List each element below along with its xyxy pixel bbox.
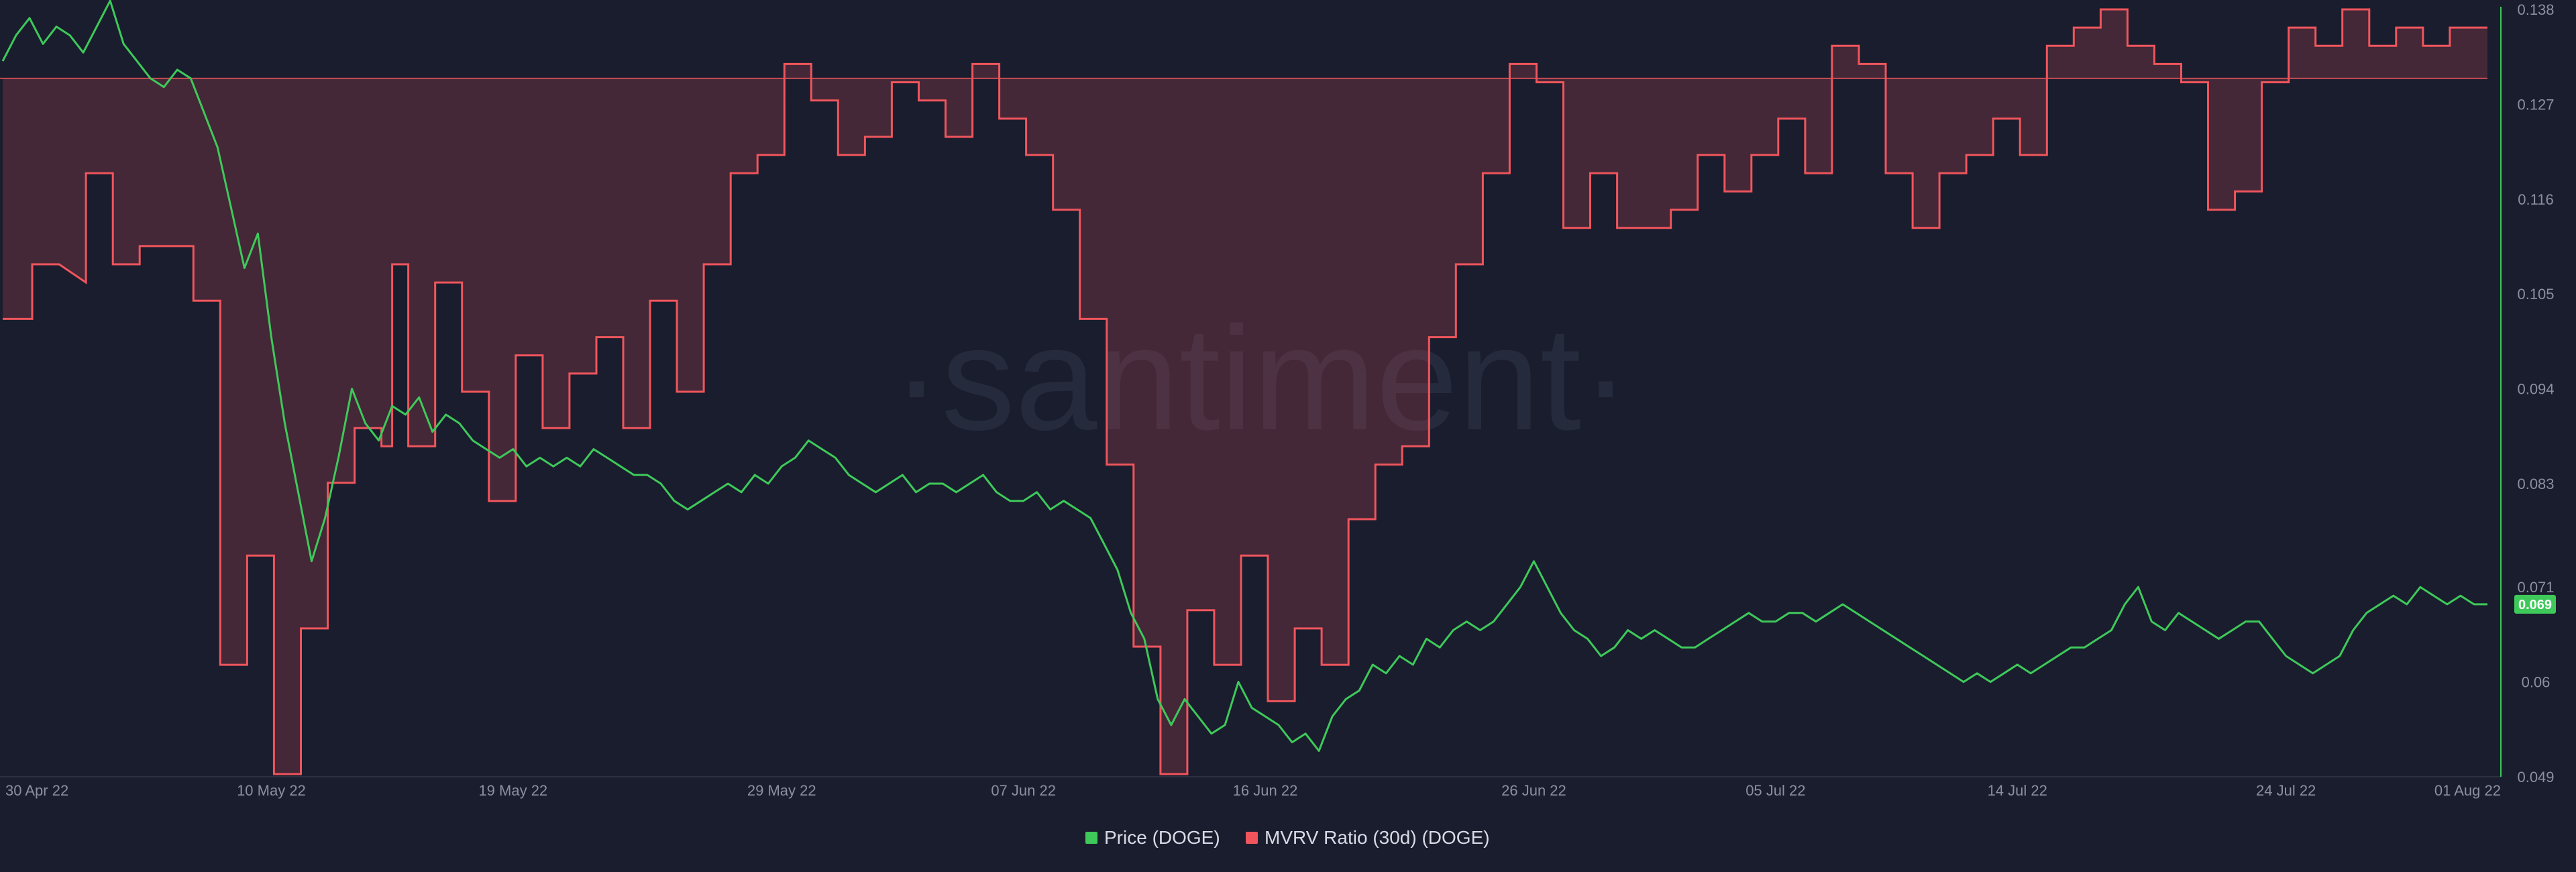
- mvrv-area-fill: [3, 9, 2487, 774]
- y-tick-label: 0.071: [2517, 579, 2554, 596]
- x-tick-label: 10 May 22: [237, 782, 306, 799]
- x-tick-labels: 30 Apr 22 10 May 22 19 May 22 29 May 22 07 J…: [5, 782, 2501, 799]
- x-tick-label: 07 Jun 22: [991, 782, 1056, 799]
- price-badge-label: 0.069: [2518, 598, 2552, 612]
- legend-label: MVRV Ratio (30d) (DOGE): [1265, 827, 1490, 848]
- y-tick-label: 0.127: [2517, 96, 2554, 113]
- y-tick-label: 0.06: [2522, 674, 2551, 691]
- mvrv-fill-area: [3, 9, 2487, 774]
- x-tick-label: 05 Jul 22: [1746, 782, 1805, 799]
- price-badge-box: [2514, 594, 2556, 614]
- santiment-watermark: ·santiment·: [892, 296, 1630, 461]
- legend-item-price[interactable]: Price (DOGE): [1085, 827, 1220, 848]
- x-tick-label: 24 Jul 22: [2256, 782, 2316, 799]
- legend[interactable]: Price (DOGE) MVRV Ratio (30d) (DOGE): [1085, 827, 1490, 848]
- legend-item-mvrv[interactable]: MVRV Ratio (30d) (DOGE): [1246, 827, 1490, 848]
- y-tick-label: 0.094: [2517, 381, 2554, 398]
- price-series-line: [1, 0, 2487, 752]
- mvrv-line: [3, 8, 2487, 775]
- x-tick-label: 01 Aug 22: [2434, 782, 2501, 799]
- legend-swatch: [1246, 832, 1258, 844]
- y-tick-label: 0.138: [2517, 1, 2554, 18]
- y-tick-labels: 0.138 0.127 0.116 0.105 0.094 0.083 0.071 0.06 0…: [2517, 1, 2554, 785]
- current-price-badge: 0.069: [2514, 594, 2556, 614]
- legend-swatch: [1085, 832, 1097, 844]
- mvrv-series-line: [3, 8, 2487, 775]
- x-tick-label: 19 May 22: [478, 782, 547, 799]
- y-tick-label: 0.105: [2517, 286, 2554, 303]
- x-tick-label: 29 May 22: [747, 782, 816, 799]
- legend-label: Price (DOGE): [1104, 827, 1220, 848]
- x-tick-label: 30 Apr 22: [5, 782, 68, 799]
- price-line: [1, 0, 2487, 752]
- y-tick-label: 0.116: [2518, 191, 2553, 208]
- x-tick-label: 14 Jul 22: [1988, 782, 2047, 799]
- x-tick-label: 26 Jun 22: [1501, 782, 1566, 799]
- y-tick-label: 0.083: [2517, 476, 2554, 492]
- x-tick-label: 16 Jun 22: [1233, 782, 1298, 799]
- axes: [0, 7, 2502, 777]
- y-tick-label: 0.049: [2517, 769, 2554, 785]
